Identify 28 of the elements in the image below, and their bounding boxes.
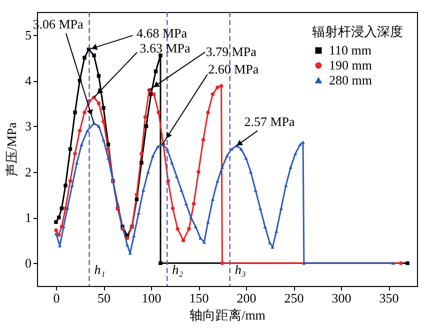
x-tick-label: 100 xyxy=(142,290,162,306)
y-tick-label: 2 xyxy=(25,164,32,180)
annotation: 3.79 MPa xyxy=(206,44,257,60)
x-tick-label: 150 xyxy=(189,290,209,306)
annotation: 3.63 MPa xyxy=(140,40,191,56)
x-tick-label: 250 xyxy=(284,290,304,306)
annotation: 4.68 MPa xyxy=(136,25,188,40)
y-axis-title: 声压/MPa xyxy=(4,122,19,177)
y-tick-label: 3 xyxy=(25,118,32,134)
legend-label: 280 mm xyxy=(329,72,372,88)
ref-line-label: h₂ xyxy=(172,262,184,277)
x-tick-label: 50 xyxy=(98,290,110,306)
x-tick-label: 0 xyxy=(53,290,60,306)
y-tick-label: 5 xyxy=(25,27,32,42)
x-tick-label: 350 xyxy=(379,290,399,306)
annotation: 2.60 MPa xyxy=(208,61,259,76)
y-tick-label: 1 xyxy=(25,210,32,225)
x-axis-title: 轴向距离/mm xyxy=(190,308,266,322)
y-tick-label: 0 xyxy=(25,256,32,271)
x-tick-label: 300 xyxy=(332,290,352,306)
x-tick-label: 200 xyxy=(236,290,256,306)
legend-label: 190 mm xyxy=(329,58,372,72)
legend-title: 辐射杆浸入深度 xyxy=(312,24,403,39)
annotation: 2.57 MPa xyxy=(244,114,296,129)
ref-line-label: h₁ xyxy=(94,262,106,277)
legend-label: 110 mm xyxy=(329,42,372,58)
y-tick-label: 4 xyxy=(25,73,32,88)
ref-line-label: h₃ xyxy=(234,262,246,277)
